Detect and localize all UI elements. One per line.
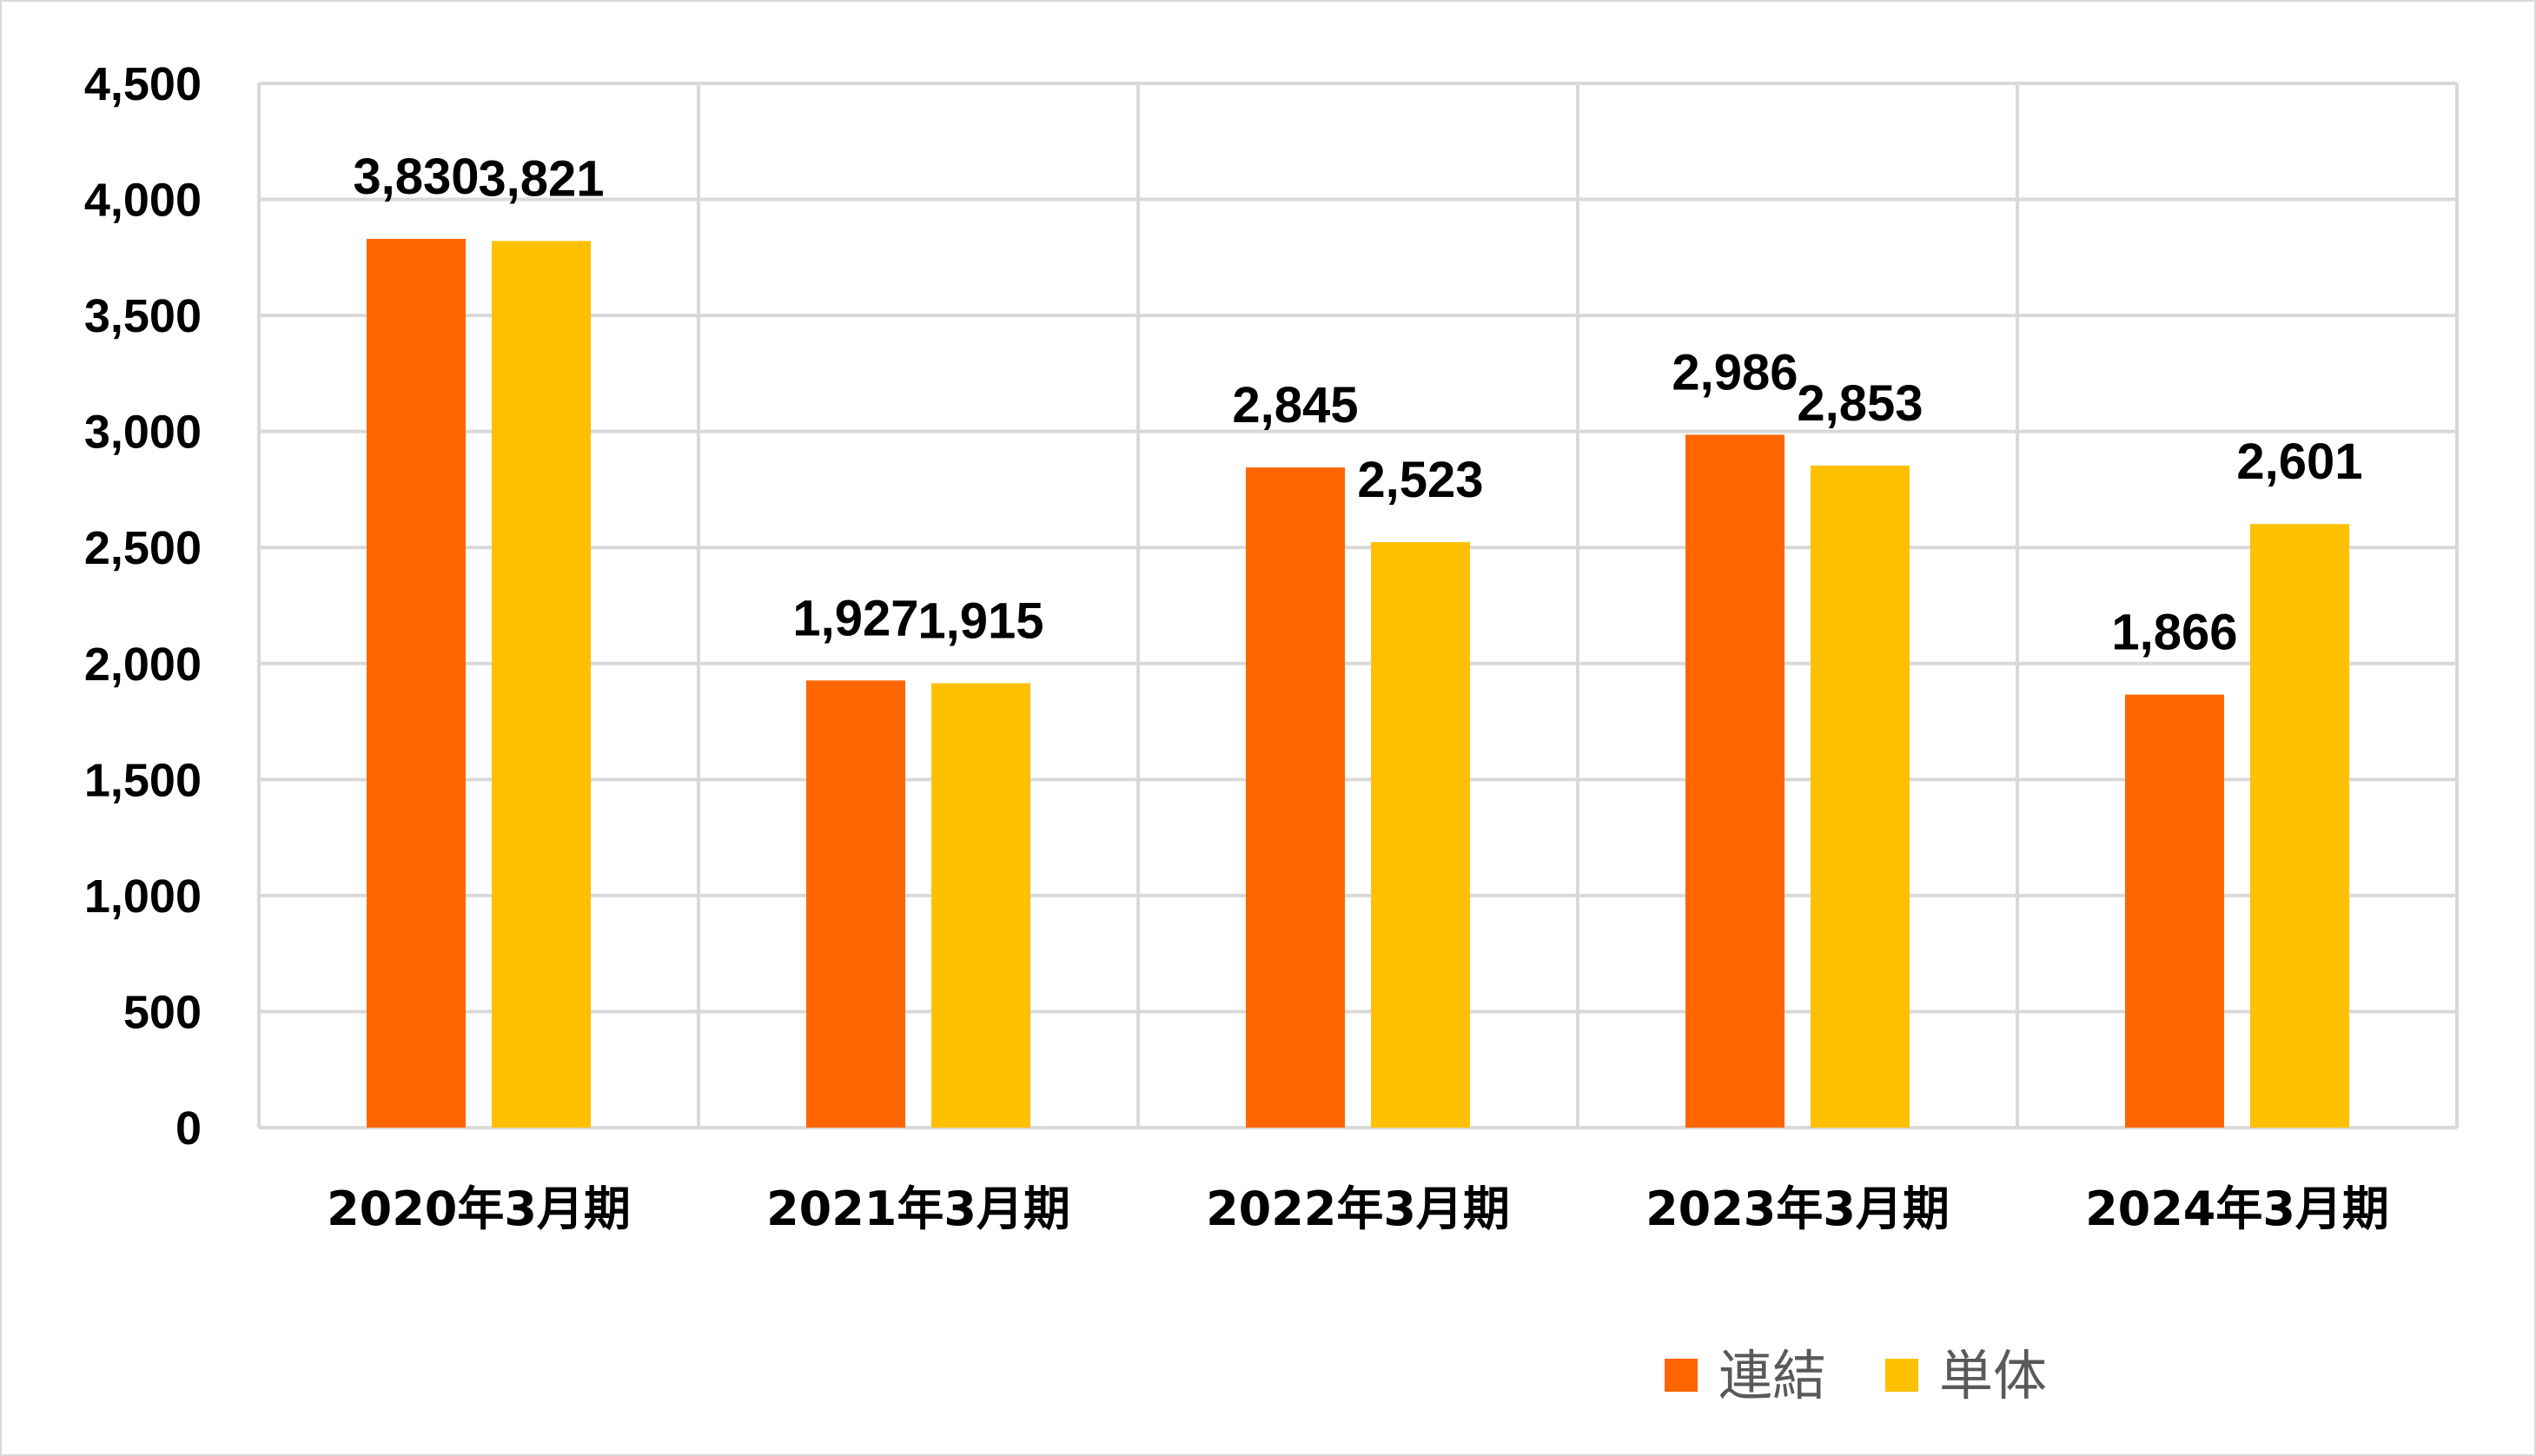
bar-consolidated-1 <box>806 680 905 1128</box>
bar-standalone-3 <box>1811 465 1910 1128</box>
legend-swatch <box>1665 1359 1698 1392</box>
data-label: 1,915 <box>917 592 1043 649</box>
y-tick-label: 500 <box>123 986 202 1038</box>
x-tick-label: 2024年3月期 <box>2085 1181 2389 1236</box>
y-axis-ticks: 0 500 1,000 1,500 2,000 2,500 3,000 3,500 4,000 4… <box>84 58 202 1155</box>
data-label: 3,821 <box>478 150 604 207</box>
legend-swatch <box>1885 1359 1918 1392</box>
legend-label: 連結 <box>1718 1344 1826 1407</box>
data-label: 3,830 <box>353 149 479 205</box>
y-tick-label: 3,000 <box>84 407 202 459</box>
y-tick-label: 2,500 <box>84 522 202 574</box>
bar-consolidated-0 <box>367 238 466 1128</box>
bar-consolidated-4 <box>2125 694 2224 1128</box>
y-tick-label: 1,500 <box>84 754 202 806</box>
legend-label: 単体 <box>1939 1344 2047 1407</box>
bar-standalone-2 <box>1371 542 1470 1128</box>
x-axis-ticks: 2020年3月期 2021年3月期 2022年3月期 2023年3月期 2024年3月期 <box>327 1181 2389 1236</box>
data-label: 1,927 <box>792 590 918 646</box>
bar-standalone-1 <box>931 683 1030 1128</box>
bar-standalone-4 <box>2250 524 2349 1128</box>
y-tick-label: 4,000 <box>84 175 202 227</box>
y-tick-label: 1,000 <box>84 870 202 923</box>
y-tick-label: 3,500 <box>84 290 202 342</box>
data-label: 2,986 <box>1672 344 1798 400</box>
data-label: 2,601 <box>2236 433 2362 490</box>
x-tick-label: 2023年3月期 <box>1645 1181 1950 1236</box>
bar-consolidated-3 <box>1685 434 1784 1128</box>
gridlines <box>257 82 2459 1129</box>
bar-consolidated-2 <box>1246 467 1345 1128</box>
legend: 連結 単体 <box>1665 1344 2047 1407</box>
data-label: 2,853 <box>1797 375 1923 432</box>
data-label: 2,845 <box>1232 377 1358 433</box>
y-tick-label: 0 <box>175 1102 202 1155</box>
bars <box>367 238 2349 1128</box>
data-label: 1,866 <box>2111 605 2237 661</box>
x-tick-label: 2020年3月期 <box>327 1181 631 1236</box>
y-tick-label: 2,000 <box>84 639 202 691</box>
x-tick-label: 2021年3月期 <box>766 1181 1070 1236</box>
x-tick-label: 2022年3月期 <box>1206 1181 1510 1236</box>
data-label: 2,523 <box>1357 452 1483 508</box>
y-tick-label: 4,500 <box>84 58 202 110</box>
bar-standalone-0 <box>492 241 591 1128</box>
